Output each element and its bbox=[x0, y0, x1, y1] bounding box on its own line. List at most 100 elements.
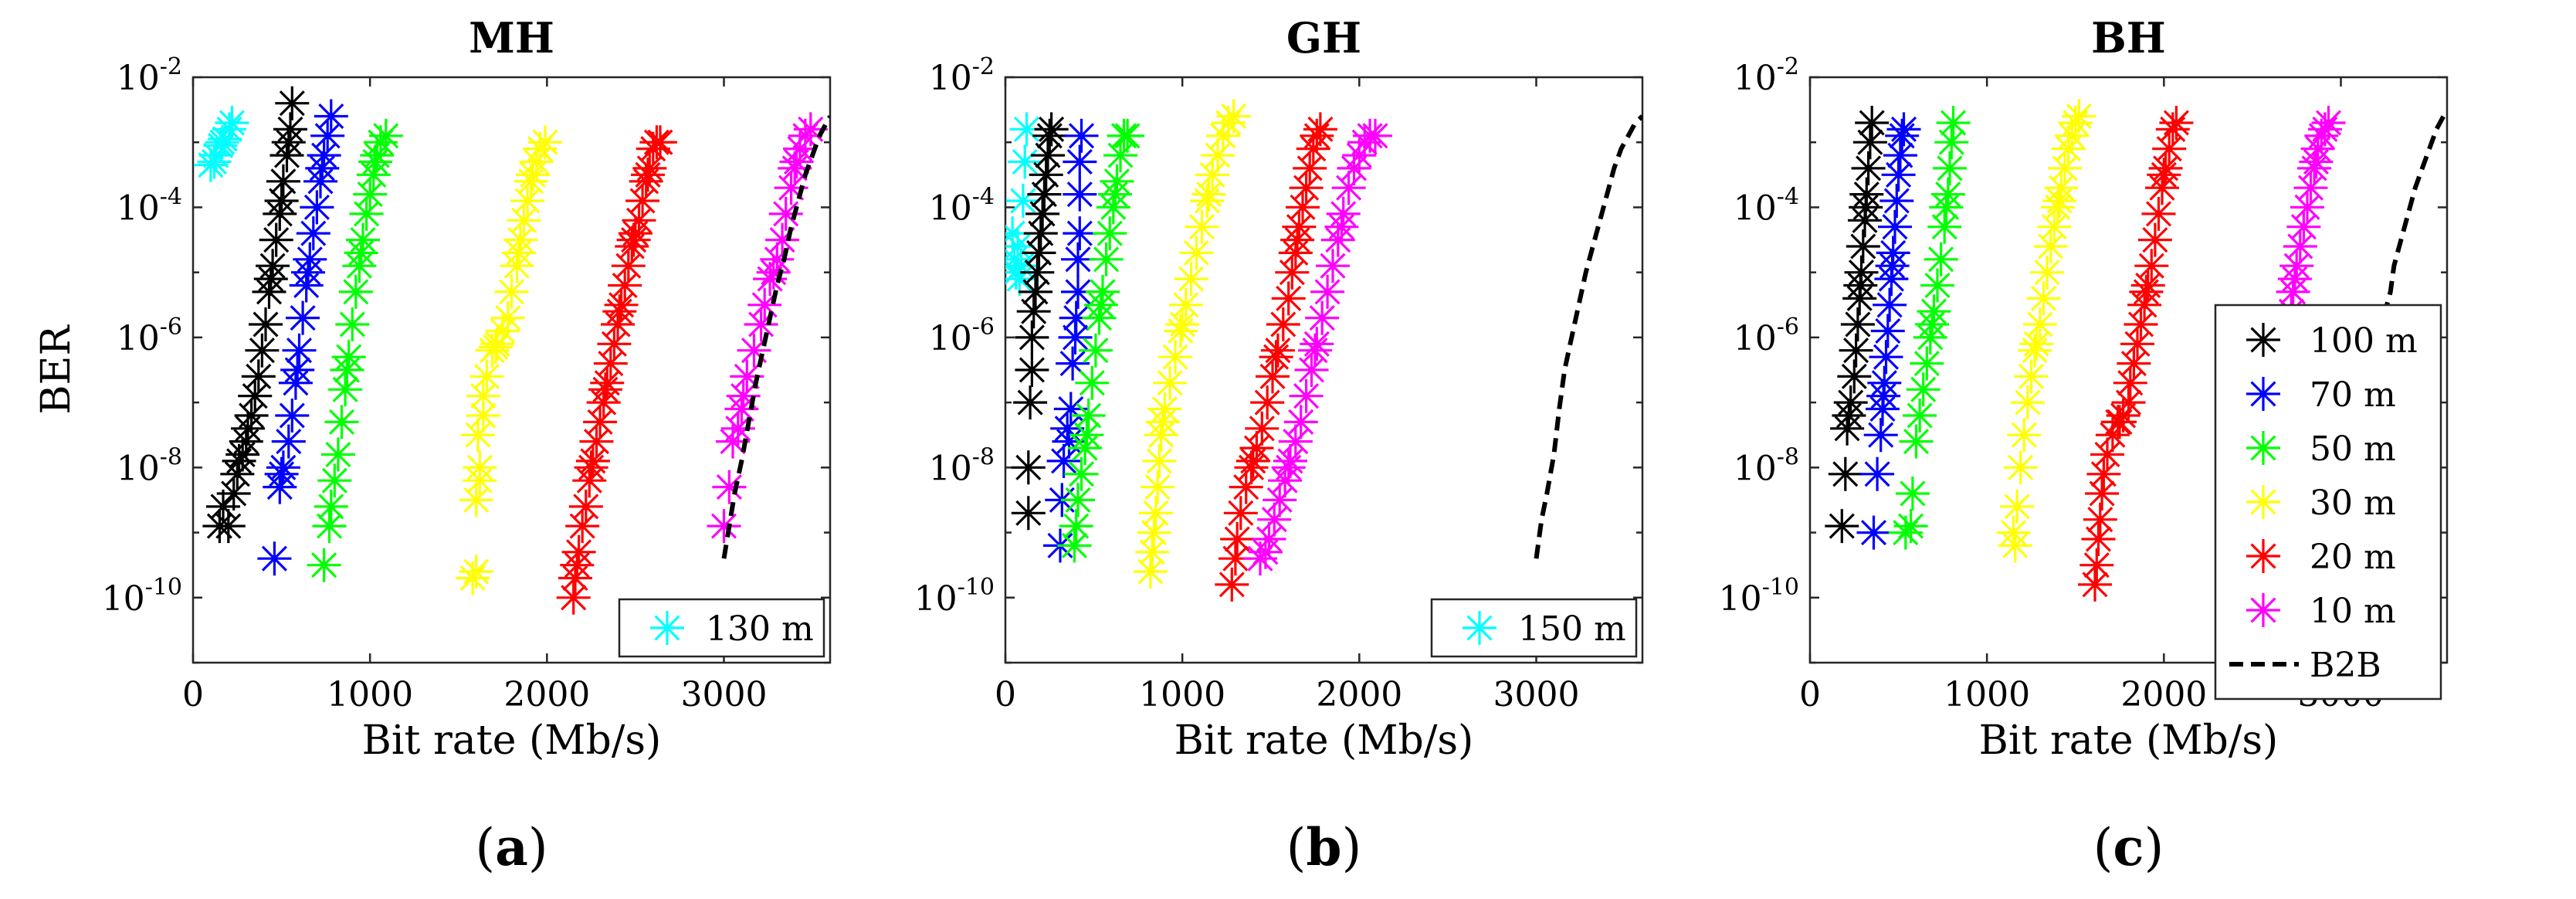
data-point bbox=[1906, 372, 1940, 407]
data-point bbox=[2300, 131, 2335, 166]
data-point bbox=[338, 274, 373, 309]
data-point-glyph bbox=[1252, 522, 1286, 556]
data-point-glyph bbox=[1303, 112, 1337, 147]
data-point-glyph bbox=[1849, 190, 1883, 225]
data-point-glyph bbox=[305, 151, 340, 185]
data-point bbox=[1903, 399, 1937, 433]
data-point bbox=[360, 138, 395, 173]
data-point-glyph bbox=[293, 242, 327, 276]
data-point bbox=[289, 268, 324, 303]
data-point-glyph bbox=[583, 405, 618, 439]
data-point bbox=[1996, 515, 2031, 550]
data-point-glyph bbox=[2286, 209, 2321, 244]
data-point-glyph bbox=[1061, 242, 1095, 276]
data-point-glyph bbox=[1271, 450, 1306, 485]
data-point-glyph bbox=[1057, 528, 1092, 563]
data-point-glyph bbox=[507, 203, 541, 238]
data-point bbox=[466, 378, 500, 413]
data-point bbox=[501, 236, 536, 270]
data-point-glyph bbox=[1138, 496, 1173, 531]
data-point-glyph bbox=[307, 548, 341, 582]
data-point-glyph bbox=[2078, 567, 2112, 602]
data-point bbox=[1005, 184, 1040, 218]
y-tick-base: 10 bbox=[929, 319, 972, 358]
data-point bbox=[342, 249, 377, 283]
data-point bbox=[466, 399, 500, 433]
data-point bbox=[1137, 515, 1171, 550]
y-tick-label: 10-6 bbox=[1734, 314, 1799, 358]
data-point-glyph bbox=[514, 164, 548, 198]
data-point-glyph bbox=[335, 307, 370, 341]
data-point-glyph bbox=[1069, 418, 1104, 453]
plot-frame bbox=[1004, 76, 1644, 664]
data-point bbox=[2048, 151, 2082, 185]
legend-marker bbox=[2246, 539, 2280, 573]
data-point bbox=[1846, 229, 1880, 263]
data-point-glyph bbox=[2141, 196, 2176, 231]
data-point-glyph bbox=[1082, 300, 1117, 335]
y-tick-base: 10 bbox=[929, 59, 972, 98]
data-point-glyph bbox=[1839, 333, 1873, 368]
data-point bbox=[2079, 548, 2114, 582]
data-point bbox=[2055, 118, 2090, 153]
data-point bbox=[1298, 333, 1332, 368]
data-point-glyph bbox=[253, 262, 288, 297]
legend-label: 100 m bbox=[2310, 321, 2418, 361]
data-point-glyph bbox=[2026, 281, 2061, 316]
data-point bbox=[737, 333, 771, 368]
data-point bbox=[1893, 509, 1928, 544]
data-point-glyph bbox=[1215, 567, 1249, 602]
data-point-glyph bbox=[1029, 158, 1063, 192]
data-point bbox=[1013, 385, 1048, 420]
data-point-glyph bbox=[560, 548, 595, 582]
data-point bbox=[2299, 144, 2334, 179]
data-point bbox=[307, 548, 341, 582]
data-point bbox=[1283, 405, 1318, 439]
data-point-glyph bbox=[269, 138, 304, 173]
data-point-glyph bbox=[1075, 365, 1110, 400]
data-point bbox=[263, 196, 297, 231]
data-point-glyph bbox=[1050, 411, 1085, 446]
x-tick-label: 0 bbox=[182, 675, 204, 714]
data-point-glyph bbox=[330, 353, 364, 387]
data-point bbox=[1068, 431, 1103, 466]
data-point-glyph bbox=[1260, 333, 1295, 368]
data-point bbox=[307, 138, 341, 173]
data-point-glyph bbox=[516, 158, 550, 192]
data-point bbox=[558, 561, 592, 595]
data-point bbox=[356, 158, 391, 192]
data-point bbox=[618, 216, 652, 251]
data-point-glyph bbox=[264, 456, 299, 491]
data-point-glyph bbox=[2155, 112, 2190, 147]
legend-marker bbox=[2246, 431, 2280, 465]
data-point bbox=[1005, 262, 1037, 297]
data-point bbox=[368, 118, 403, 153]
data-point bbox=[222, 443, 256, 478]
data-point bbox=[2103, 405, 2137, 439]
data-point bbox=[608, 268, 642, 303]
data-point bbox=[1289, 171, 1324, 205]
y-tick-label: 10-10 bbox=[1719, 574, 1799, 619]
y-tick-base: 10 bbox=[929, 449, 972, 488]
legend: 150 m bbox=[1430, 598, 1638, 658]
data-point bbox=[478, 330, 513, 365]
data-point bbox=[1331, 171, 1366, 205]
data-point bbox=[2134, 249, 2169, 283]
data-point bbox=[300, 190, 334, 225]
data-point-glyph bbox=[216, 477, 251, 511]
data-point bbox=[1063, 216, 1097, 251]
data-point bbox=[1061, 242, 1095, 276]
data-point bbox=[2019, 327, 2054, 361]
data-point bbox=[1280, 222, 1315, 257]
data-point bbox=[1071, 399, 1106, 433]
data-point bbox=[211, 509, 246, 544]
data-point bbox=[778, 151, 812, 185]
data-point-glyph bbox=[358, 144, 392, 179]
panel-label: (c) bbox=[2093, 817, 2164, 877]
data-point-glyph bbox=[1223, 496, 1258, 531]
data-point-glyph bbox=[611, 249, 646, 283]
data-point-glyph bbox=[1220, 522, 1255, 556]
data-point bbox=[1063, 144, 1097, 179]
data-point-glyph bbox=[271, 125, 306, 160]
y-tick-exponent: -10 bbox=[145, 574, 182, 601]
